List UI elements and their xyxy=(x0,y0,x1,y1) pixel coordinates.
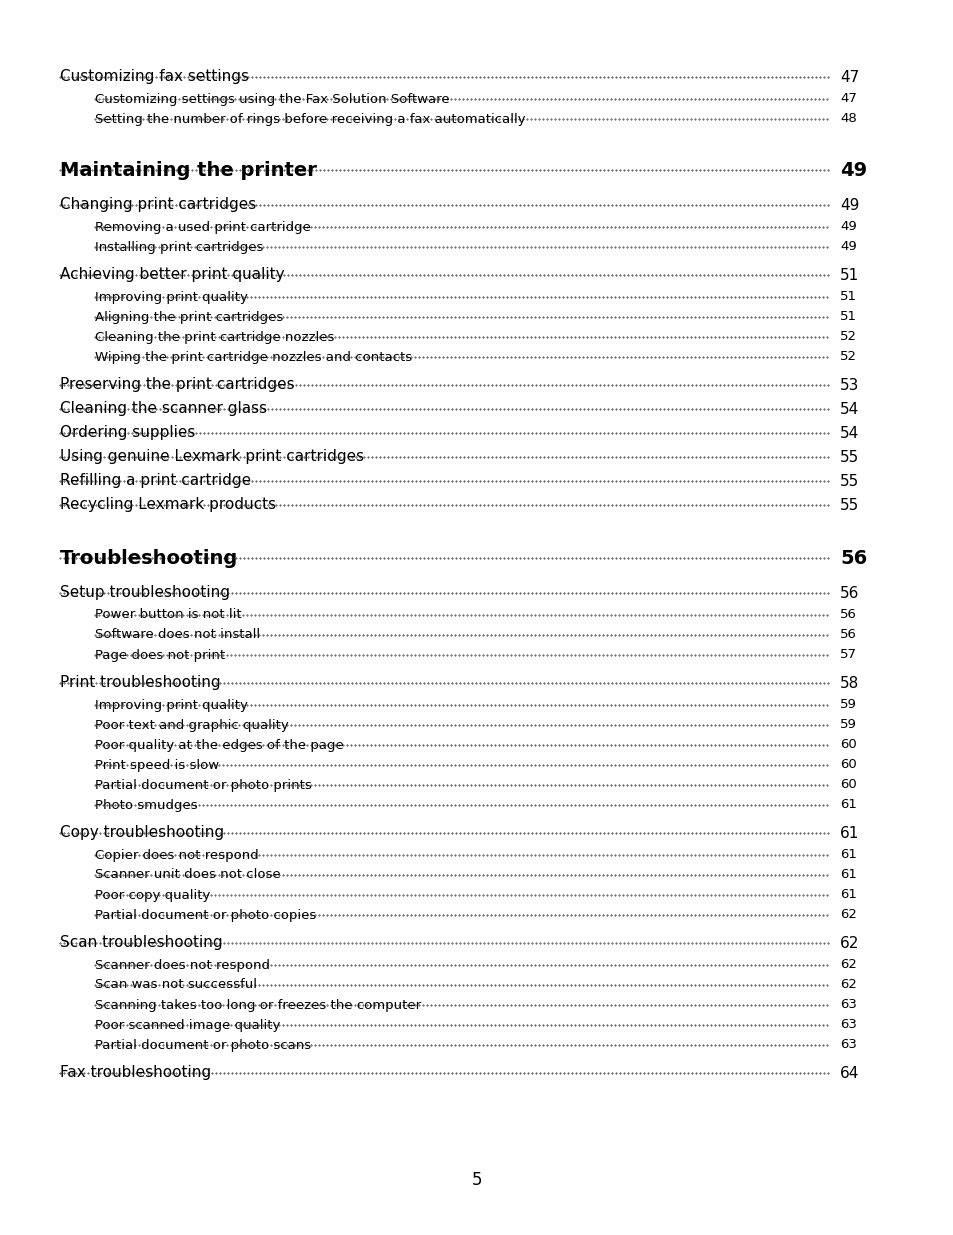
Text: Aligning the print cartridges: Aligning the print cartridges xyxy=(95,310,287,324)
Text: Power button is not lit: Power button is not lit xyxy=(95,609,246,621)
Text: Poor copy quality: Poor copy quality xyxy=(95,888,214,902)
Text: 61: 61 xyxy=(840,799,856,811)
Text: 56: 56 xyxy=(840,609,856,621)
Text: 47: 47 xyxy=(840,93,856,105)
Text: Customizing fax settings: Customizing fax settings xyxy=(60,69,249,84)
Text: Maintaining the printer: Maintaining the printer xyxy=(60,161,316,179)
Text: Page does not print: Page does not print xyxy=(95,648,229,662)
Text: Partial document or photo copies: Partial document or photo copies xyxy=(95,909,320,921)
Text: Copier does not respond: Copier does not respond xyxy=(95,848,263,862)
Text: 49: 49 xyxy=(840,198,859,212)
Text: 49: 49 xyxy=(840,161,866,179)
Text: 52: 52 xyxy=(840,331,856,343)
Text: Fax troubleshooting: Fax troubleshooting xyxy=(60,1066,211,1081)
Text: 56: 56 xyxy=(840,585,859,600)
Text: 58: 58 xyxy=(840,676,859,690)
Text: Photo smudges: Photo smudges xyxy=(95,799,197,811)
Text: Recycling Lexmark products: Recycling Lexmark products xyxy=(60,498,275,513)
Text: Cleaning the print cartridge nozzles: Cleaning the print cartridge nozzles xyxy=(95,331,338,343)
Text: 60: 60 xyxy=(840,739,856,752)
Text: 51: 51 xyxy=(840,290,856,304)
Text: 62: 62 xyxy=(840,935,859,951)
Text: Cleaning the scanner glass: Cleaning the scanner glass xyxy=(60,401,267,416)
Text: 49: 49 xyxy=(840,241,856,253)
Text: 51: 51 xyxy=(840,310,856,324)
Text: 53: 53 xyxy=(840,378,859,393)
Text: 56: 56 xyxy=(840,548,866,568)
Text: Improving print quality: Improving print quality xyxy=(95,699,252,711)
Text: Print speed is slow: Print speed is slow xyxy=(95,758,219,772)
Text: Scanner does not respond: Scanner does not respond xyxy=(95,958,274,972)
Text: Using genuine Lexmark print cartridges: Using genuine Lexmark print cartridges xyxy=(60,450,364,464)
Text: 61: 61 xyxy=(840,888,856,902)
Text: Removing a used print cartridge: Removing a used print cartridge xyxy=(95,221,311,233)
Text: Poor quality at the edges of the page: Poor quality at the edges of the page xyxy=(95,739,343,752)
Text: 63: 63 xyxy=(840,999,856,1011)
Text: Scanner unit does not close: Scanner unit does not close xyxy=(95,868,285,882)
Text: Preserving the print cartridges: Preserving the print cartridges xyxy=(60,378,294,393)
Text: 63: 63 xyxy=(840,1039,856,1051)
Text: 55: 55 xyxy=(840,498,859,513)
Text: Software does not install: Software does not install xyxy=(95,629,264,641)
Text: Troubleshooting: Troubleshooting xyxy=(60,548,238,568)
Text: Installing print cartridges: Installing print cartridges xyxy=(95,241,263,253)
Text: Scan was not successful: Scan was not successful xyxy=(95,978,261,992)
Text: 60: 60 xyxy=(840,778,856,792)
Text: Changing print cartridges: Changing print cartridges xyxy=(60,198,256,212)
Text: Setup troubleshooting: Setup troubleshooting xyxy=(60,585,230,600)
Text: 56: 56 xyxy=(840,629,856,641)
Text: 48: 48 xyxy=(840,112,856,126)
Text: 59: 59 xyxy=(840,699,856,711)
Text: Poor scanned image quality: Poor scanned image quality xyxy=(95,1019,284,1031)
Text: 63: 63 xyxy=(840,1019,856,1031)
Text: Refilling a print cartridge: Refilling a print cartridge xyxy=(60,473,251,489)
Text: 59: 59 xyxy=(840,719,856,731)
Text: 54: 54 xyxy=(840,426,859,441)
Text: 60: 60 xyxy=(840,758,856,772)
Text: 61: 61 xyxy=(840,868,856,882)
Text: 52: 52 xyxy=(840,351,856,363)
Text: 55: 55 xyxy=(840,450,859,464)
Text: Copy troubleshooting: Copy troubleshooting xyxy=(60,825,224,841)
Text: 47: 47 xyxy=(840,69,859,84)
Text: 54: 54 xyxy=(840,401,859,416)
Text: Improving print quality: Improving print quality xyxy=(95,290,252,304)
Text: Poor text and graphic quality: Poor text and graphic quality xyxy=(95,719,293,731)
Text: 51: 51 xyxy=(840,268,859,283)
Text: Partial document or photo prints: Partial document or photo prints xyxy=(95,778,312,792)
Text: 61: 61 xyxy=(840,848,856,862)
Text: Scan troubleshooting: Scan troubleshooting xyxy=(60,935,222,951)
Text: Wiping the print cartridge nozzles and contacts: Wiping the print cartridge nozzles and c… xyxy=(95,351,412,363)
Text: 62: 62 xyxy=(840,909,856,921)
Text: Ordering supplies: Ordering supplies xyxy=(60,426,195,441)
Text: Print troubleshooting: Print troubleshooting xyxy=(60,676,220,690)
Text: Setting the number of rings before receiving a fax automatically: Setting the number of rings before recei… xyxy=(95,112,525,126)
Text: 55: 55 xyxy=(840,473,859,489)
Text: Partial document or photo scans: Partial document or photo scans xyxy=(95,1039,311,1051)
Text: Scanning takes too long or freezes the computer: Scanning takes too long or freezes the c… xyxy=(95,999,425,1011)
Text: 62: 62 xyxy=(840,958,856,972)
Text: Achieving better print quality: Achieving better print quality xyxy=(60,268,284,283)
Text: 5: 5 xyxy=(471,1171,482,1189)
Text: 57: 57 xyxy=(840,648,856,662)
Text: 49: 49 xyxy=(840,221,856,233)
Text: 61: 61 xyxy=(840,825,859,841)
Text: 62: 62 xyxy=(840,978,856,992)
Text: 64: 64 xyxy=(840,1066,859,1081)
Text: Customizing settings using the Fax Solution Software: Customizing settings using the Fax Solut… xyxy=(95,93,449,105)
